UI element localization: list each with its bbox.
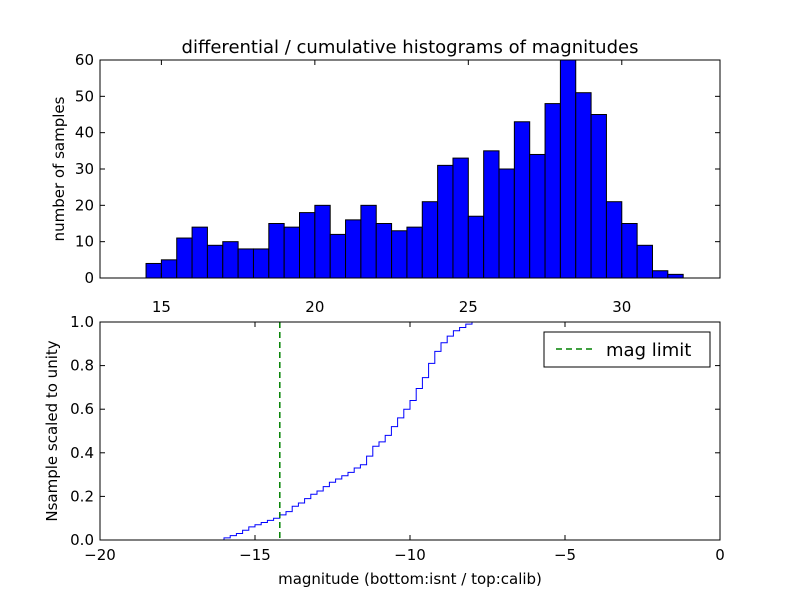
top-axis-ticks: 0 10 20 30 40 50 60 15 20 25 30 (75, 51, 720, 316)
histogram-bar (145, 262, 162, 279)
histogram-bar (605, 201, 623, 279)
bottom-y-tick-label: 0.0 (70, 531, 94, 549)
histogram-bar (268, 223, 285, 279)
cumulative-step-line (146, 321, 720, 541)
histogram-bar (206, 244, 224, 279)
histogram-bar (222, 241, 239, 279)
histogram-bar (252, 248, 270, 279)
bottom-cumulative-panel: 0.0 0.2 0.4 0.6 0.8 1.0 −20 −15 −10 −5 0 Nsample s… (43, 313, 725, 588)
histogram-bar (299, 212, 316, 279)
bottom-y-tick-label: 0.6 (70, 400, 94, 418)
histogram-bar (667, 273, 684, 279)
histogram-bar (513, 121, 531, 279)
histogram-bar (421, 201, 439, 279)
histogram-bar (498, 168, 515, 279)
bottom-y-axis-label: Nsample scaled to unity (43, 340, 61, 521)
bottom-axis-ticks: 0.0 0.2 0.4 0.6 0.8 1.0 −20 −15 −10 −5 0 (70, 313, 725, 564)
top-y-tick-label: 50 (75, 87, 94, 105)
top-y-tick-label: 10 (75, 233, 94, 251)
histogram-bar (391, 230, 408, 279)
histogram-bar (283, 226, 301, 279)
histogram-bar (544, 103, 561, 279)
top-x-tick-label: 15 (152, 298, 171, 316)
histogram-bar (559, 59, 577, 279)
bottom-x-axis-label: magnitude (bottom:isnt / top:calib) (278, 570, 542, 588)
top-y-axis-label: number of samples (50, 96, 68, 241)
top-x-tick-label: 25 (459, 298, 478, 316)
top-y-tick-label: 20 (75, 196, 94, 214)
histogram-bar (314, 204, 331, 279)
bottom-x-tick-label: 0 (715, 546, 725, 564)
top-y-tick-label: 30 (75, 160, 94, 178)
histogram-bar (406, 226, 423, 279)
top-x-tick-label: 30 (612, 298, 631, 316)
histogram-bar (237, 248, 254, 279)
histogram-bar (621, 223, 638, 279)
bottom-y-tick-label: 0.8 (70, 357, 94, 375)
bottom-y-tick-label: 0.2 (70, 487, 94, 505)
histogram-bar (329, 233, 347, 279)
histogram-bar (529, 153, 546, 279)
histogram-bar (452, 157, 469, 279)
histogram-bar (575, 92, 592, 279)
top-y-tick-label: 60 (75, 51, 94, 69)
histogram-bar (160, 259, 178, 279)
histogram-bar (483, 150, 500, 279)
histogram-bar (375, 223, 393, 279)
figure-title: differential / cumulative histograms of … (182, 37, 639, 58)
histogram-bar (651, 270, 669, 279)
top-y-tick-label: 0 (84, 269, 94, 287)
top-histogram-panel: 0 10 20 30 40 50 60 15 20 25 30 number of samples (50, 51, 721, 316)
histogram-bar (360, 204, 377, 279)
histogram-bar (345, 219, 362, 279)
bottom-y-tick-label: 0.4 (70, 444, 94, 462)
bottom-x-tick-label: −15 (239, 546, 271, 564)
histogram-bar (467, 215, 485, 279)
bottom-y-tick-label: 1.0 (70, 313, 94, 331)
bottom-x-tick-label: −5 (554, 546, 576, 564)
histogram-bar (437, 164, 454, 279)
histogram-bar (176, 237, 193, 279)
histogram-bar (636, 244, 653, 279)
bottom-x-tick-label: −20 (84, 546, 116, 564)
legend: mag limit (543, 331, 711, 368)
top-y-tick-label: 40 (75, 124, 94, 142)
bottom-x-tick-label: −10 (394, 546, 426, 564)
histogram-bar (590, 114, 607, 279)
histogram-bar (191, 226, 208, 279)
legend-mag-limit-label: mag limit (606, 340, 691, 361)
top-x-tick-label: 20 (305, 298, 324, 316)
